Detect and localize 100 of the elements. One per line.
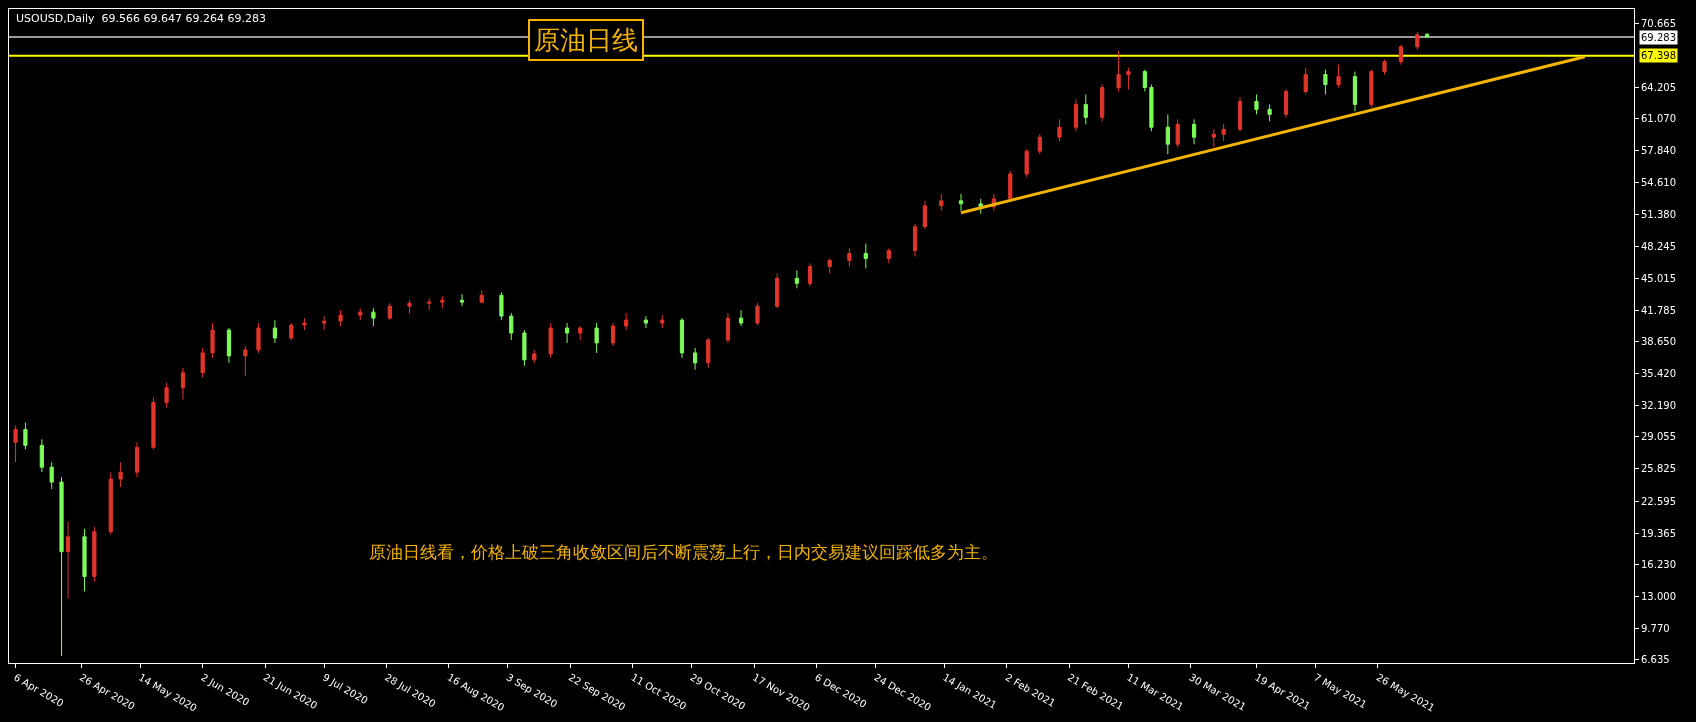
candlestick — [610, 322, 616, 347]
candlestick — [886, 248, 891, 264]
candlestick — [243, 345, 248, 377]
y-tick-label: 9.770 — [1641, 623, 1670, 635]
candlestick — [134, 441, 140, 478]
candlestick — [1126, 67, 1131, 91]
y-tick-label: 64.205 — [1641, 81, 1676, 93]
candlestick — [725, 312, 731, 344]
candlestick — [338, 309, 343, 327]
candlestick — [65, 521, 71, 599]
y-tick-label: 70.665 — [1641, 17, 1676, 29]
candlestick — [407, 299, 412, 314]
candlestick — [958, 193, 964, 212]
candlestick — [706, 337, 711, 369]
candlestick — [1267, 103, 1272, 122]
candlestick — [794, 269, 799, 289]
candlestick — [108, 471, 113, 536]
candlestick — [1175, 118, 1180, 148]
candlestick — [863, 243, 868, 269]
y-tick-label: 35.420 — [1641, 368, 1676, 380]
y-tick-label: 19.365 — [1641, 527, 1676, 539]
x-tick-label: 14 May 2020 — [136, 671, 199, 714]
candlestick — [272, 319, 278, 344]
candlestick — [387, 302, 392, 321]
y-tick-label: 29.055 — [1641, 431, 1676, 443]
candlestick — [1369, 69, 1374, 108]
candlestick — [358, 307, 363, 321]
candlestick — [499, 291, 504, 321]
candlestick — [1165, 113, 1170, 155]
candlestick — [643, 315, 648, 329]
candlestick — [479, 289, 484, 304]
candlestick — [1323, 69, 1328, 95]
candlestick — [92, 526, 97, 582]
candlestick — [151, 397, 156, 450]
candlestick — [578, 325, 583, 341]
x-tick-label: 22 Sep 2020 — [566, 671, 628, 713]
candlestick — [39, 438, 44, 473]
y-tick-label: 54.610 — [1641, 177, 1676, 189]
x-tick-label: 26 Apr 2020 — [77, 671, 137, 712]
candlestick — [522, 329, 527, 367]
candlestick — [13, 424, 18, 463]
candlestick — [118, 461, 123, 488]
candlestick — [1149, 84, 1154, 132]
candlestick — [1221, 123, 1226, 142]
ref-line-label: 69.283 — [1641, 32, 1676, 43]
candlestick — [660, 314, 665, 329]
candlestick — [1008, 170, 1013, 202]
x-tick-label: 11 Oct 2020 — [629, 671, 689, 712]
y-tick-label: 57.840 — [1641, 145, 1676, 157]
candlestick — [427, 297, 432, 311]
candlestick — [624, 312, 629, 331]
candlestick — [180, 367, 186, 401]
candlestick — [1254, 93, 1259, 115]
candlestick — [256, 322, 261, 354]
candlestick — [1283, 89, 1289, 118]
y-tick-label: 61.070 — [1641, 113, 1676, 125]
candlestick — [200, 347, 205, 379]
candlestick — [847, 248, 852, 267]
candlestick — [755, 302, 760, 326]
candlestick — [922, 200, 928, 230]
candlestick — [509, 312, 514, 341]
candlestick — [738, 309, 744, 327]
candlestick — [1037, 133, 1042, 155]
y-tick-label: 22.595 — [1641, 495, 1676, 507]
y-tick-label: 51.380 — [1641, 209, 1676, 221]
candlestick — [289, 322, 294, 341]
candlestick — [459, 293, 465, 307]
annotation: 原油日线看，价格上破三角收敛区间后不断震荡上行，日内交易建议回踩低多为主。 — [369, 542, 998, 562]
candlestick — [440, 295, 445, 309]
candlestick — [1415, 31, 1420, 51]
y-tick-label: 13.000 — [1641, 590, 1676, 602]
candlestick — [1336, 64, 1341, 89]
candlestick — [1303, 67, 1308, 95]
candlestick — [210, 322, 215, 359]
y-tick-label: 48.245 — [1641, 240, 1676, 252]
chart-subtitle: USOUSD,Daily 69.566 69.647 69.264 69.283 — [16, 12, 266, 25]
candlestick — [1382, 59, 1387, 76]
candlestick — [939, 193, 944, 212]
candlestick — [775, 272, 780, 309]
ref-line-label: 67.398 — [1641, 50, 1676, 61]
candlestick — [322, 315, 327, 331]
candlestick — [1024, 148, 1029, 178]
candlestick — [226, 327, 232, 364]
candlestick — [679, 317, 685, 359]
candlestick — [82, 528, 87, 592]
candlestick — [164, 382, 169, 409]
candlestick — [1425, 32, 1430, 38]
candlestick — [59, 476, 64, 657]
candlestick — [1211, 128, 1216, 148]
y-tick-label: 6.635 — [1641, 654, 1670, 666]
candlestick — [1083, 93, 1088, 125]
candlestick — [912, 223, 918, 257]
candlestick — [1237, 96, 1243, 132]
candlestick — [693, 347, 698, 371]
x-tick-label: 24 Dec 2020 — [872, 671, 933, 714]
candlestick — [594, 322, 599, 354]
candlestick — [23, 421, 28, 450]
y-tick-label: 45.015 — [1641, 272, 1676, 284]
x-tick-label: 29 Oct 2020 — [688, 671, 748, 712]
y-tick-label: 41.785 — [1641, 304, 1676, 316]
